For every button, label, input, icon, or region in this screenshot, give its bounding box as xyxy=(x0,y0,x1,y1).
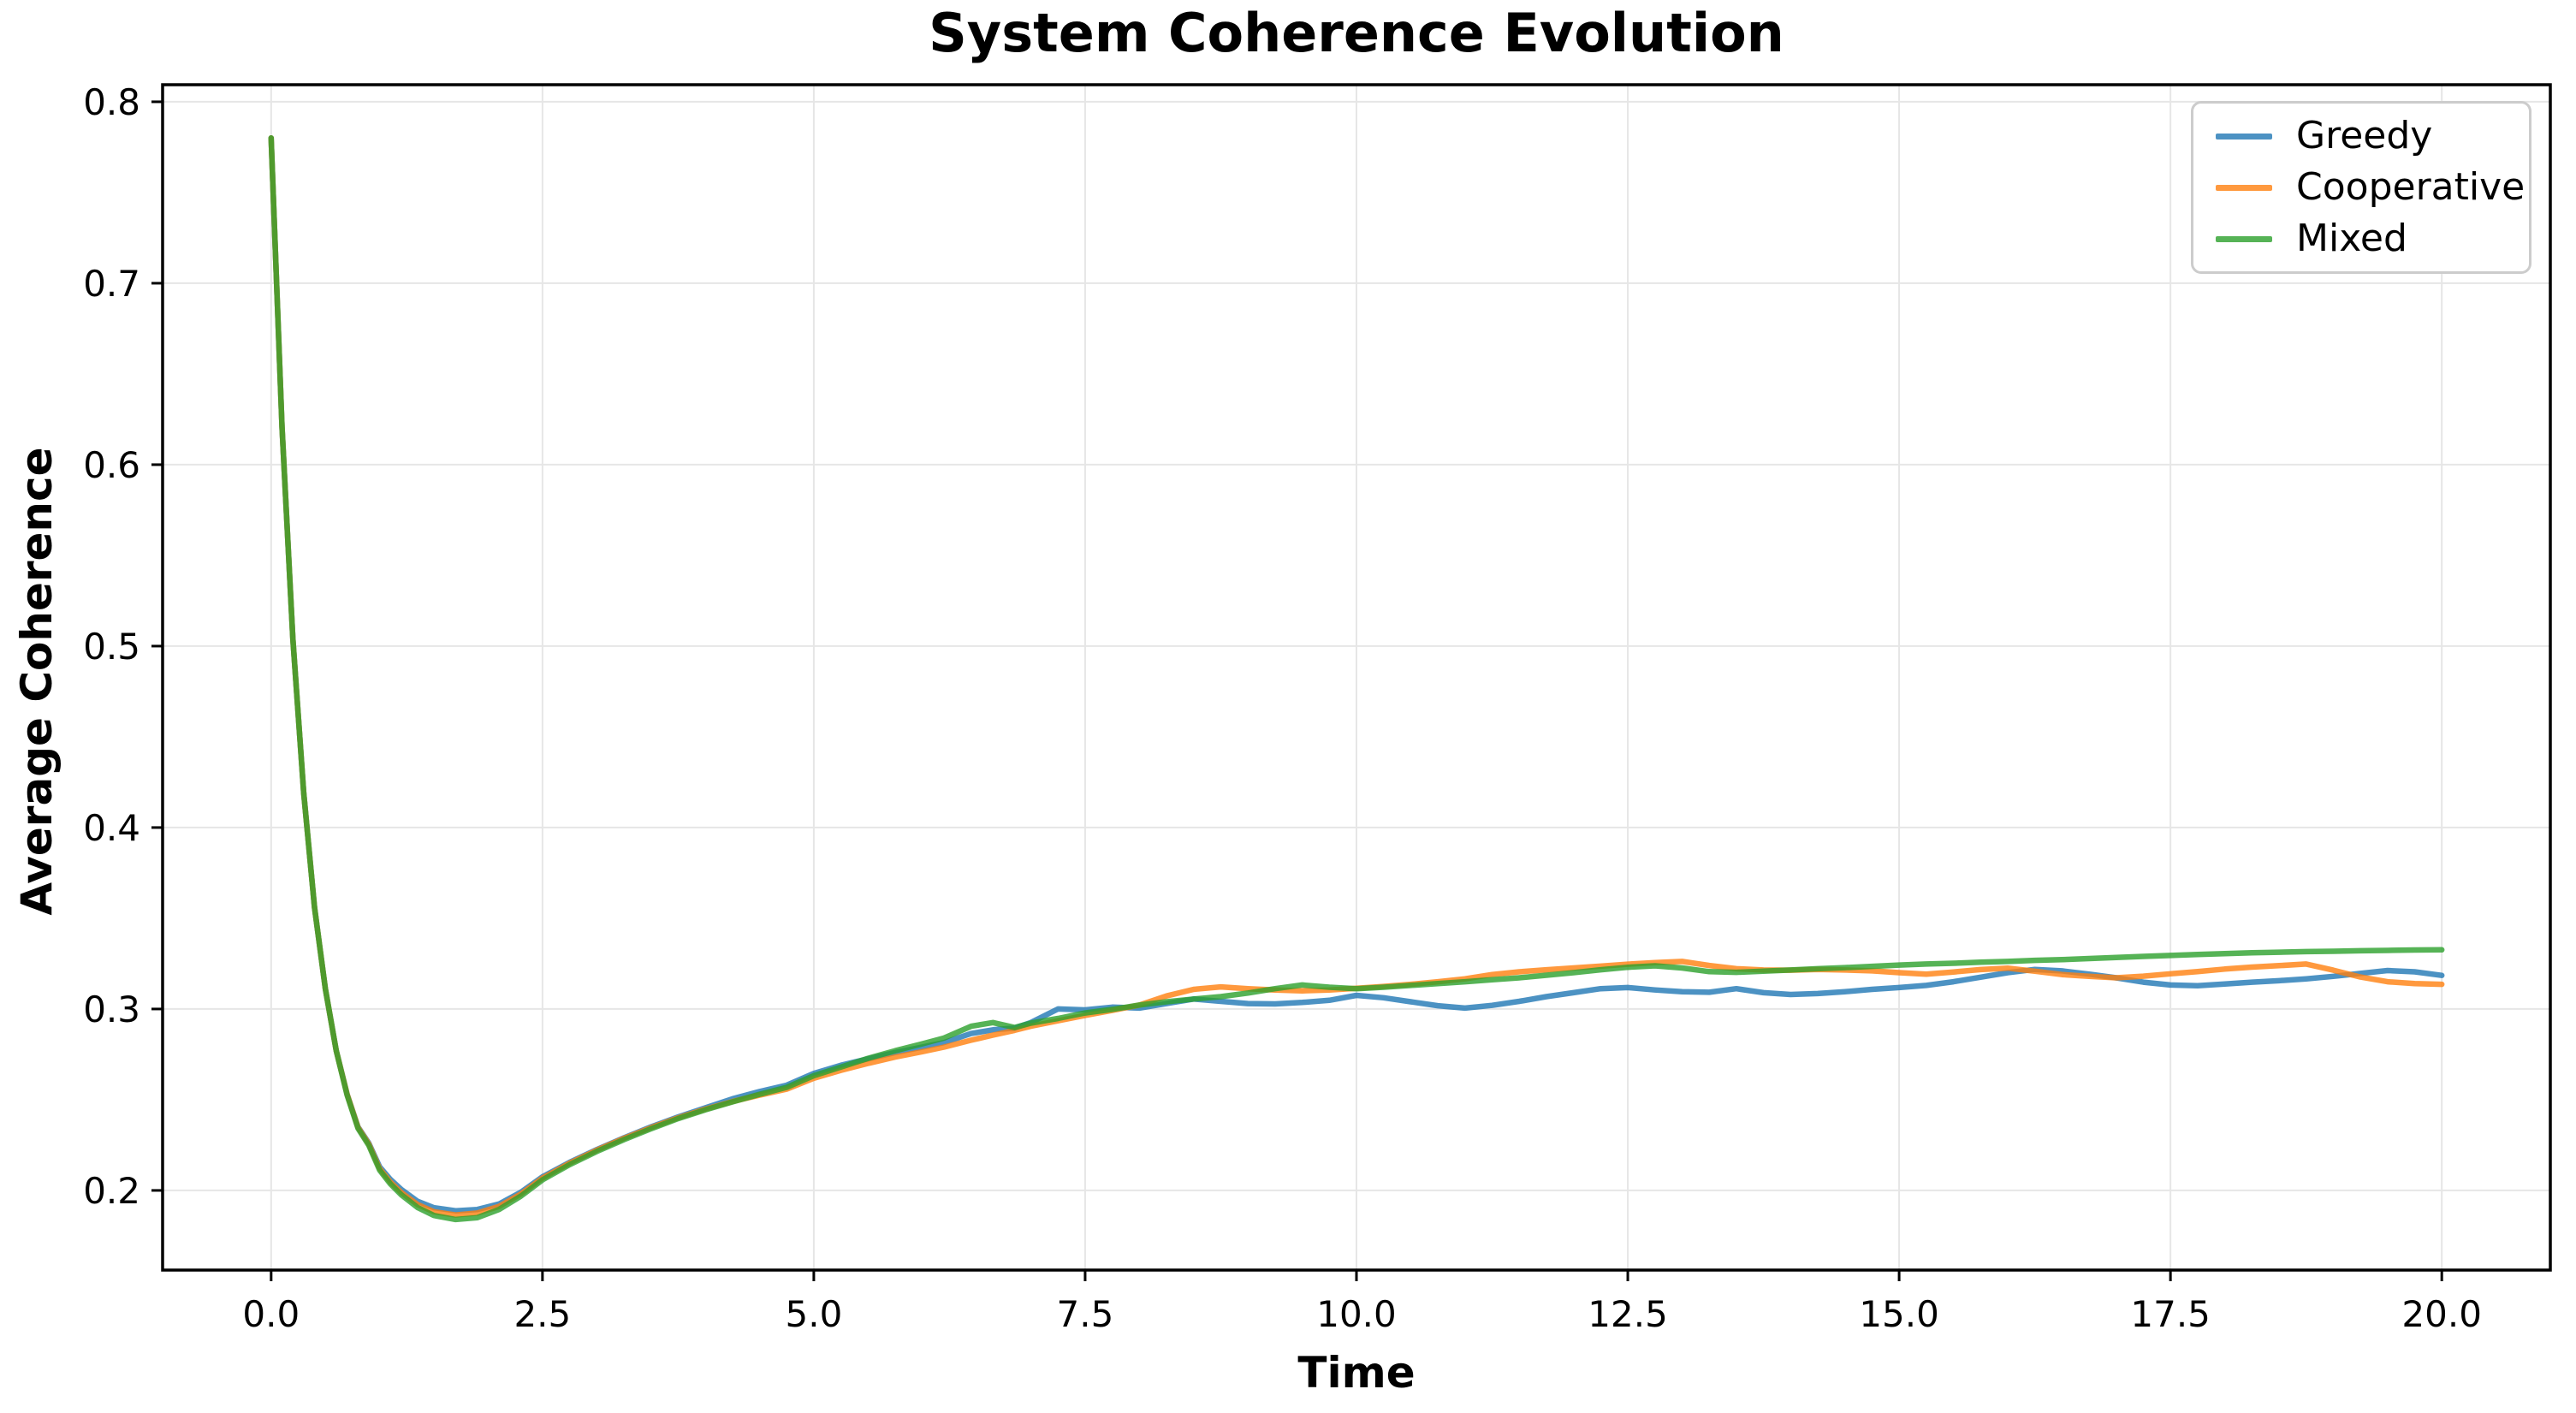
x-axis-label: Time xyxy=(1297,1348,1416,1398)
series-line-mixed xyxy=(268,135,2445,1223)
x-tick-label: 15.0 xyxy=(1859,1293,1939,1335)
legend-swatch-cooperative xyxy=(2216,184,2272,191)
x-tick-label: 2.5 xyxy=(513,1293,571,1335)
y-tick-label: 0.7 xyxy=(83,263,140,305)
x-tick-label: 0.0 xyxy=(242,1293,300,1335)
legend-label: Greedy xyxy=(2296,114,2433,157)
x-tick-label: 5.0 xyxy=(786,1293,843,1335)
y-axis-label: Average Coherence xyxy=(12,447,62,916)
legend-item-greedy: Greedy xyxy=(2216,110,2529,162)
y-tick-label: 0.6 xyxy=(83,444,140,486)
legend-label: Cooperative xyxy=(2296,165,2526,209)
legend-label: Mixed xyxy=(2296,217,2407,260)
y-tick-label: 0.4 xyxy=(83,807,140,849)
legend-swatch-greedy xyxy=(2216,133,2272,140)
y-tick-label: 0.5 xyxy=(83,626,140,668)
x-tick-label: 20.0 xyxy=(2401,1293,2482,1335)
x-tick-label: 17.5 xyxy=(2130,1293,2211,1335)
legend: Greedy Cooperative Mixed xyxy=(2191,101,2531,274)
series-line-cooperative xyxy=(268,135,2445,1218)
x-tick-label: 7.5 xyxy=(1057,1293,1114,1335)
y-tick-label: 0.8 xyxy=(83,81,140,123)
legend-item-cooperative: Cooperative xyxy=(2216,162,2529,213)
chart-title: System Coherence Evolution xyxy=(929,2,1784,64)
y-tick-label: 0.2 xyxy=(83,1170,140,1212)
legend-swatch-mixed xyxy=(2216,235,2272,242)
x-tick-label: 10.0 xyxy=(1316,1293,1397,1335)
legend-item-mixed: Mixed xyxy=(2216,213,2529,264)
x-tick-label: 12.5 xyxy=(1588,1293,1668,1335)
y-tick-label: 0.3 xyxy=(83,989,140,1030)
